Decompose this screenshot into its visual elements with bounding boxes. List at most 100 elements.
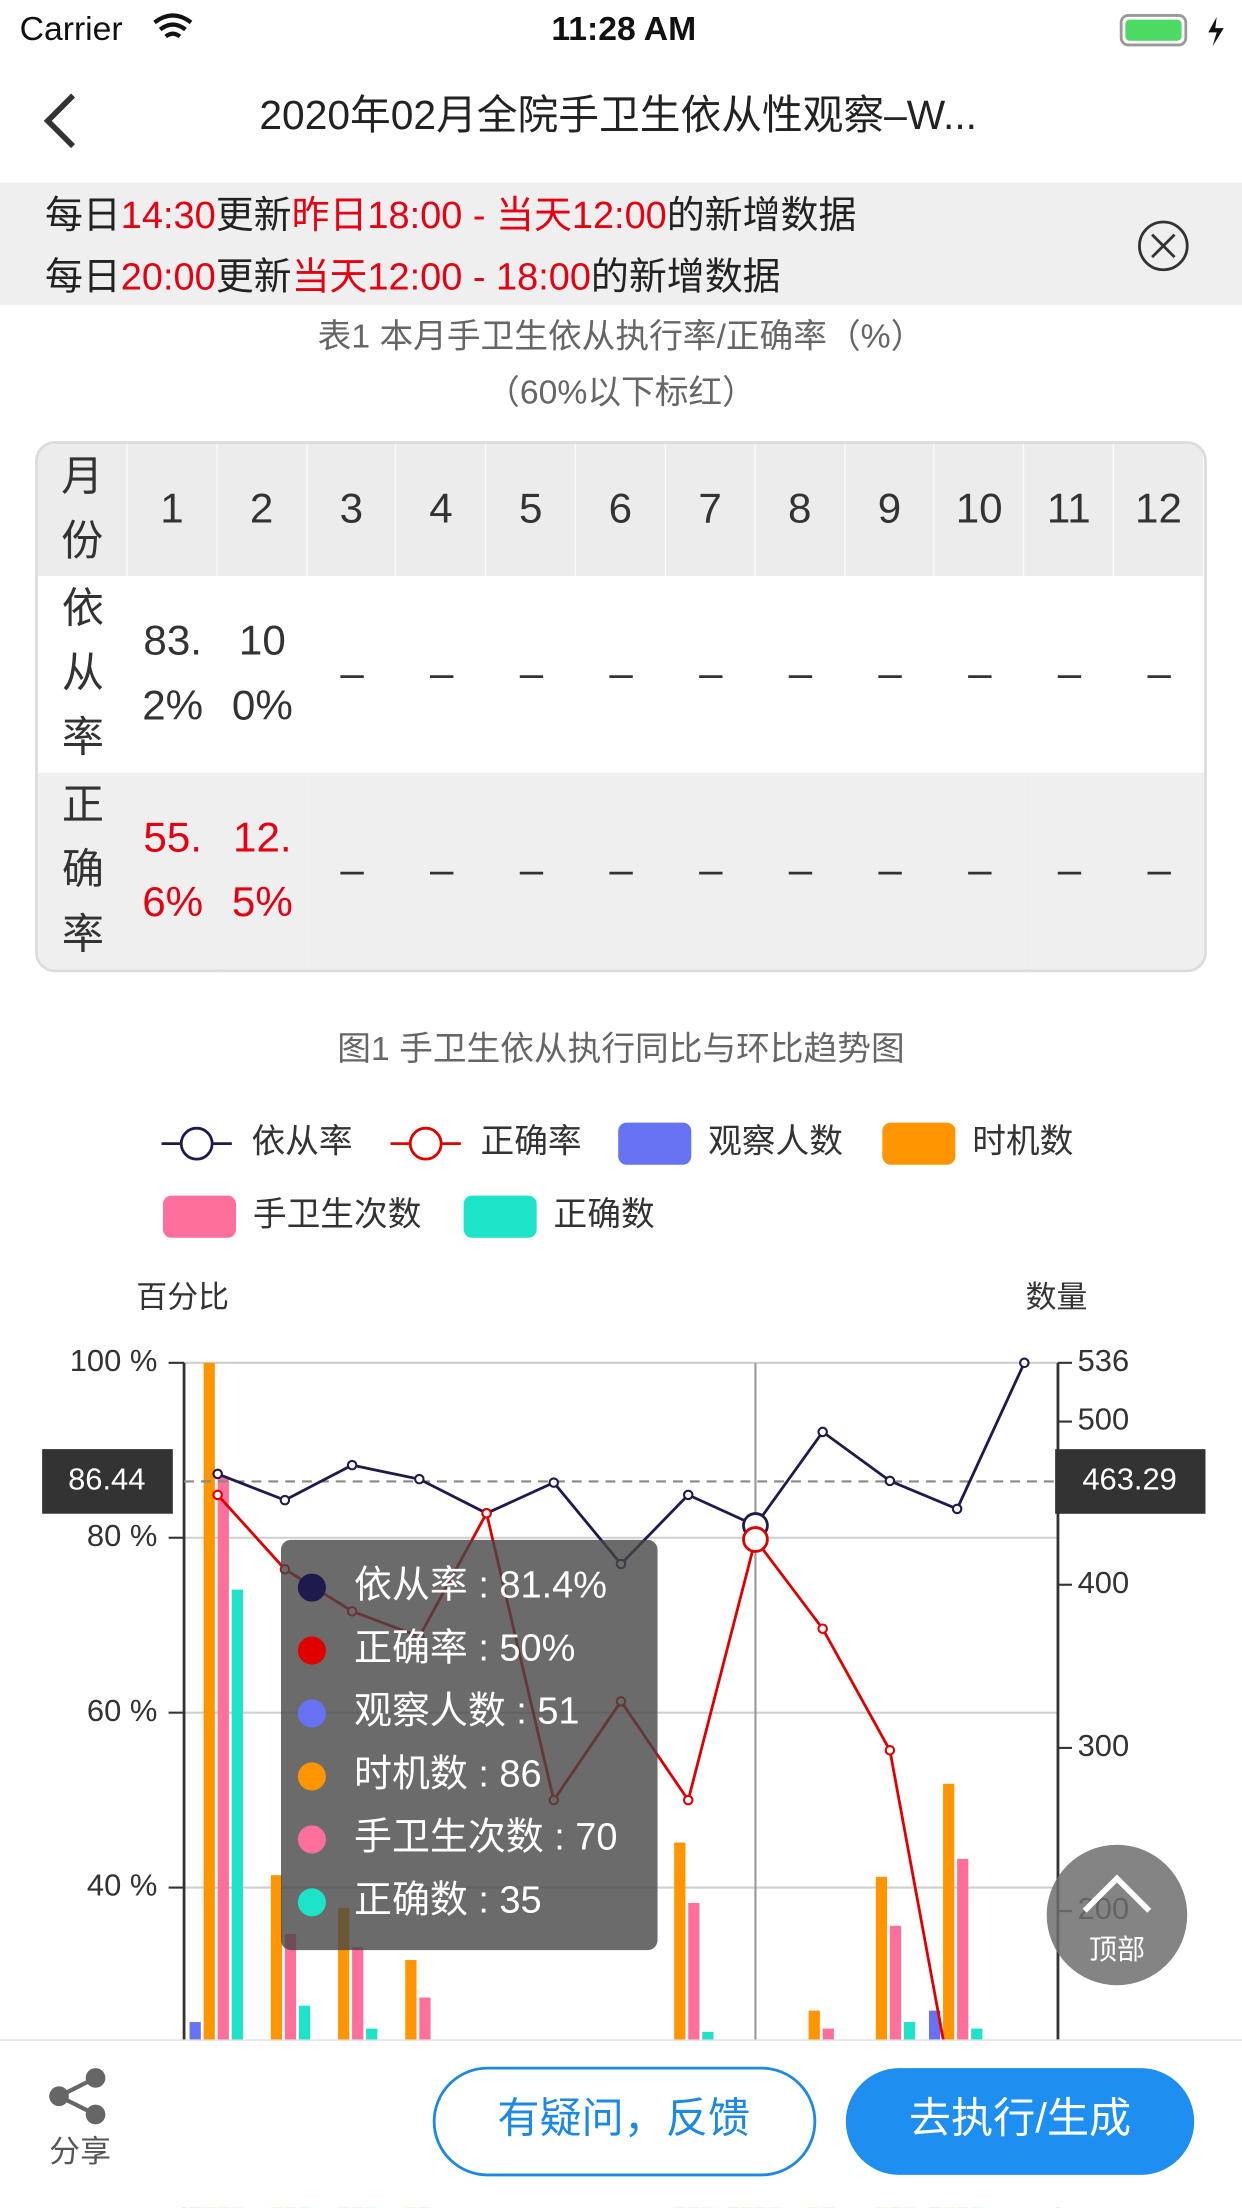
table-cell: – — [665, 772, 756, 970]
table-cell: 4 — [396, 443, 487, 577]
notice-segment: 昨日18:00 - 当天12:00 — [292, 195, 667, 237]
table-cell: 55.6% — [127, 772, 218, 970]
notice-segment: 的新增数据 — [667, 195, 857, 237]
table-cell: – — [934, 576, 1025, 773]
execute-label[interactable]: 去执行/生成 — [909, 2095, 1131, 2142]
share-button[interactable]: 分享 — [49, 2068, 111, 2169]
line-series — [217, 1362, 1026, 1567]
legend-marker — [179, 1126, 214, 1161]
table-cell: – — [845, 772, 935, 970]
table-cell: – — [755, 576, 846, 773]
y-tick-label: 60 % — [87, 1693, 157, 1728]
notice-banner — [0, 182, 1242, 305]
line-point — [817, 1426, 828, 1438]
share-icon-dot — [49, 2086, 69, 2107]
table-cell: 月份 — [37, 443, 128, 577]
pointer-label: 463.29 — [1082, 1462, 1176, 1497]
line-point — [884, 1475, 896, 1487]
table-cell: – — [1114, 772, 1205, 970]
table-cell: – — [665, 576, 756, 773]
table-cell: 1 — [127, 443, 218, 577]
line-point — [817, 1623, 828, 1634]
scroll-top-circle[interactable] — [1046, 1844, 1188, 1986]
notice-segment: 每日 — [45, 257, 121, 299]
back-button[interactable] — [43, 93, 76, 149]
tooltip-dot — [297, 1825, 326, 1854]
execute-button[interactable] — [845, 2068, 1195, 2175]
table-cell: – — [576, 576, 666, 773]
notice-segment: 20:00 — [121, 257, 216, 299]
table-cell: – — [1114, 576, 1205, 773]
tooltip-dot — [297, 1762, 326, 1791]
tooltip-item: 正确数 : 35 — [354, 1879, 542, 1921]
table-cell: – — [934, 772, 1025, 970]
legend-label: 手卫生次数 — [253, 1196, 422, 1234]
table-cell: – — [755, 772, 846, 970]
legend-label: 依从率 — [251, 1123, 352, 1161]
line-point — [884, 1745, 896, 1756]
table-cell: – — [486, 772, 577, 970]
legend-swatch — [618, 1122, 692, 1165]
table-cell: 9 — [845, 443, 935, 577]
charging-icon — [1208, 16, 1224, 47]
line-point — [212, 1489, 223, 1501]
tooltip-item: 时机数 : 86 — [354, 1753, 542, 1795]
line-point — [742, 1526, 769, 1553]
table-cell: – — [307, 772, 397, 970]
tooltip-dot — [297, 1636, 326, 1665]
rate-table: 月份 1 2 3 4 5 6 7 8 9 10 11 12 依从率 83.2% 100% – – – – – – – – – – 正… — [35, 441, 1207, 973]
wifi-icon — [153, 13, 193, 39]
tooltip-dot — [297, 1699, 326, 1728]
table-cell: 依从率 — [37, 576, 128, 773]
tooltip-item: 依从率 : 81.4% — [354, 1565, 607, 1607]
notice-segment: 的新增数据 — [591, 257, 781, 299]
table-cell: – — [1024, 576, 1115, 773]
share-label[interactable]: 分享 — [49, 2134, 111, 2169]
table-cell: – — [845, 576, 935, 773]
carrier: Carrier — [20, 10, 123, 48]
pointer-label-bg — [42, 1449, 173, 1514]
line-point — [481, 1507, 492, 1519]
y2-tick-label: 300 — [1078, 1728, 1130, 1763]
table-cell: – — [486, 576, 577, 773]
line-point — [279, 1494, 291, 1506]
y2-tick-label: 400 — [1078, 1565, 1130, 1600]
bar — [957, 1858, 969, 2208]
line-point — [1019, 1357, 1030, 1369]
feedback-button[interactable] — [432, 2066, 817, 2177]
battery-level — [1125, 19, 1182, 41]
notice-text: 每日14:30更新昨日18:00 - 当天12:00的新增数据每日20:00更新… — [45, 195, 856, 299]
table-cell: 6 — [576, 443, 666, 577]
tooltip: 依从率 : 81.4% 正确率 : 50% 观察人数 : 51 时机数 : 86 手卫生… — [280, 1539, 658, 1951]
line-point — [682, 1489, 694, 1501]
tooltip-item: 观察人数 : 51 — [354, 1691, 579, 1733]
clock: 11:28 AM — [551, 10, 696, 48]
line-point — [548, 1477, 560, 1488]
table-cell: – — [396, 772, 487, 970]
scroll-top-button[interactable]: 顶部 — [1046, 1844, 1188, 1986]
close-x — [1151, 233, 1176, 259]
scroll-top-arrow — [1082, 1874, 1152, 1913]
table-cell: 2 — [217, 443, 308, 577]
table-cell: 5 — [486, 443, 577, 577]
battery-frame — [1119, 14, 1188, 47]
tooltip-bg — [280, 1539, 658, 1951]
chart: 40 %60 %80 %100 %200300400500536依从率正确率观察… — [42, 1122, 1206, 2208]
feedback-label[interactable]: 有疑问，反馈 — [497, 2095, 750, 2142]
notice-segment: 14:30 — [121, 195, 216, 237]
close-circle[interactable] — [1138, 220, 1189, 272]
bar — [217, 1477, 229, 2208]
pointer-label-bg — [1055, 1449, 1206, 1514]
pointer-label: 86.44 — [68, 1462, 145, 1497]
legend-swatch — [162, 1195, 237, 1238]
line-point — [414, 1473, 425, 1485]
notice-segment: 当天12:00 - 18:00 — [292, 257, 591, 299]
table-cell: 12 — [1114, 443, 1205, 577]
notice-close[interactable] — [1138, 220, 1189, 272]
notice-line: 每日20:00更新当天12:00 - 18:00的新增数据 — [45, 257, 781, 299]
table-title: 表1 本月手卫生依从执行率/正确率（%） — [318, 318, 925, 356]
line-point — [951, 1503, 963, 1515]
table-cell: 正确率 — [37, 772, 128, 970]
